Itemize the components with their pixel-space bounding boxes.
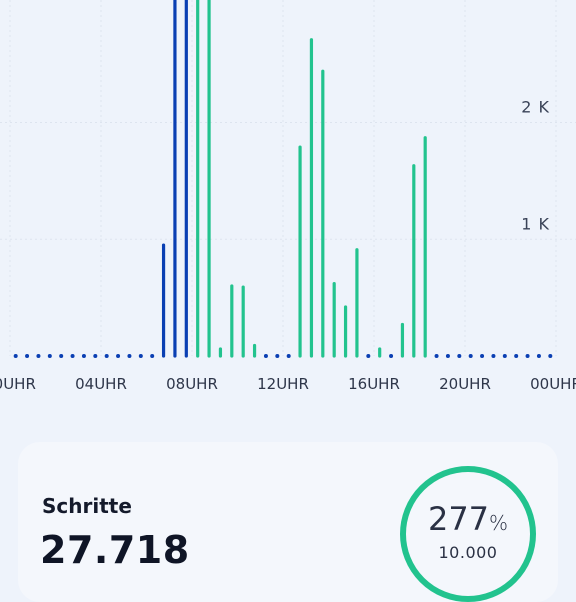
- empty-slot-dot: [150, 354, 155, 358]
- empty-slot-dot: [502, 354, 507, 358]
- x-axis-labels: 00UHR 04UHR 08UHR 12UHR 16UHR 20UHR 00UHR: [0, 375, 576, 393]
- empty-slot-dot: [36, 354, 41, 358]
- empty-slot-dot: [366, 354, 371, 358]
- empty-slot-dot: [514, 354, 519, 358]
- chart-bars: [13, 0, 553, 358]
- empty-slot-dot: [468, 354, 473, 358]
- hourly-steps-chart: 1 K2 K 00UHR04UHR08UHR12UHR16UHR20UHR00U…: [0, 0, 576, 393]
- empty-slot-dot: [548, 354, 553, 358]
- x-tick-label: 00UHR: [0, 375, 36, 393]
- empty-slot-dot: [93, 354, 98, 358]
- empty-slot-dot: [480, 354, 485, 358]
- empty-slot-dot: [116, 354, 121, 358]
- goal-percent-value: 277: [427, 500, 490, 538]
- empty-slot-dot: [457, 354, 462, 358]
- empty-slot-dot: [445, 354, 450, 358]
- steps-title: Schritte: [42, 494, 132, 518]
- steps-value: 27.718: [40, 528, 190, 572]
- empty-slot-dot: [389, 354, 394, 358]
- empty-slot-dot: [127, 354, 132, 358]
- empty-slot-dot: [275, 354, 280, 358]
- x-tick-label: 08UHR: [166, 375, 218, 393]
- y-tick-label: 1 K: [521, 214, 550, 233]
- empty-slot-dot: [70, 354, 75, 358]
- empty-slot-dot: [13, 354, 18, 358]
- x-tick-label: 04UHR: [75, 375, 127, 393]
- empty-slot-dot: [491, 354, 496, 358]
- empty-slot-dot: [525, 354, 530, 358]
- y-axis-labels: 1 K 2 K: [521, 98, 550, 234]
- goal-percentage: 277%: [400, 500, 536, 538]
- x-tick-label: 12UHR: [257, 375, 309, 393]
- empty-slot-dot: [25, 354, 30, 358]
- chart-grid: [0, 0, 576, 356]
- empty-slot-dot: [47, 354, 52, 358]
- x-tick-label: 00UHR: [530, 375, 576, 393]
- empty-slot-dot: [138, 354, 143, 358]
- empty-slot-dot: [263, 354, 268, 358]
- goal-percent-sign: %: [489, 511, 509, 535]
- x-tick-label: 16UHR: [348, 375, 400, 393]
- chart-canvas: 1 K2 K 00UHR04UHR08UHR12UHR16UHR20UHR00U…: [0, 0, 576, 393]
- empty-slot-dot: [434, 354, 439, 358]
- empty-slot-dot: [104, 354, 109, 358]
- x-tick-label: 20UHR: [439, 375, 491, 393]
- y-tick-label: 2 K: [521, 98, 550, 117]
- daily-goal: 10.000: [438, 543, 498, 562]
- empty-slot-dot: [286, 354, 291, 358]
- empty-slot-dot: [81, 354, 86, 358]
- empty-slot-dot: [59, 354, 64, 358]
- empty-slot-dot: [536, 354, 541, 358]
